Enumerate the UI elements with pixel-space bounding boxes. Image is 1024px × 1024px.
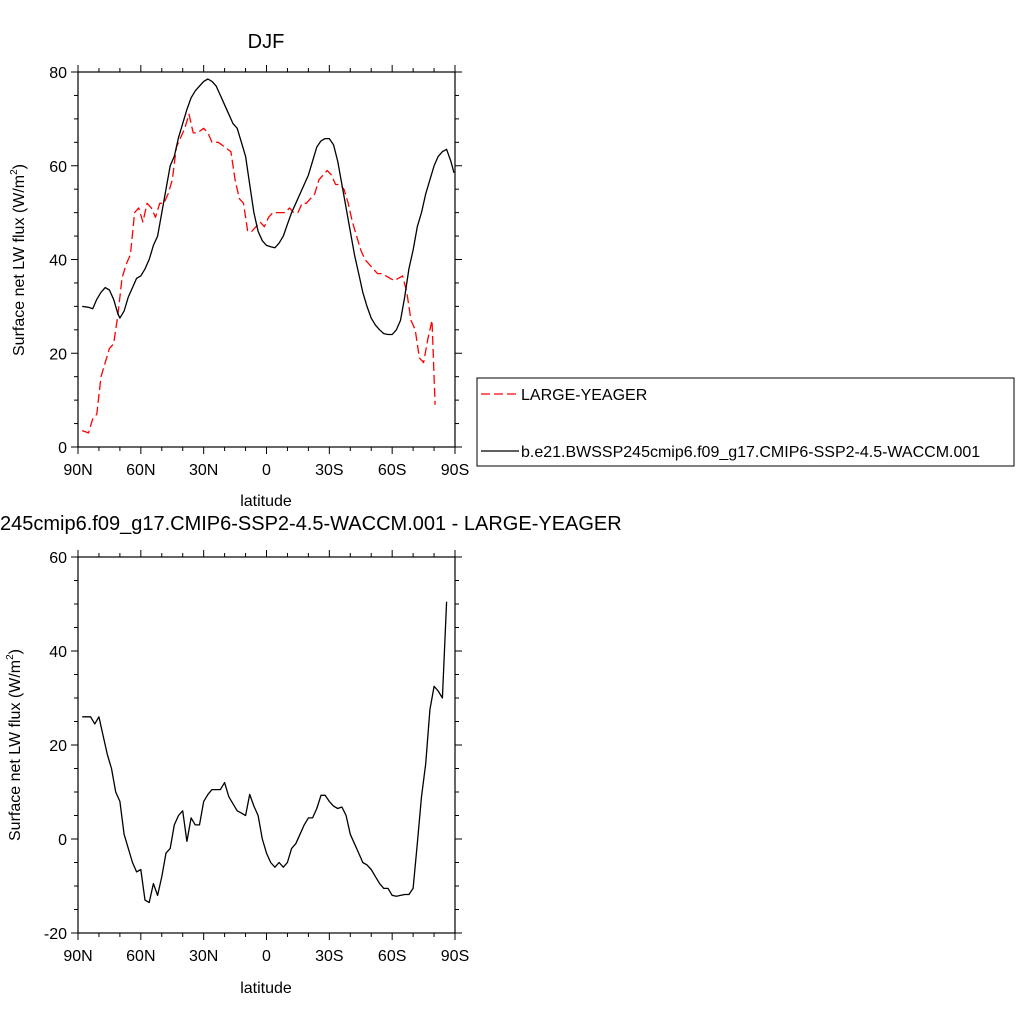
top-x-ticks: 90N 60N 30N 0 30S 60S 90S [63, 65, 469, 479]
top-series-lines [81, 78, 455, 434]
top-x-axis-label: latitude [240, 493, 292, 510]
top-y-tick-label: 80 [49, 65, 67, 82]
bottom-x-tick-label: 90S [441, 948, 469, 965]
bottom-y-tick-label: 60 [49, 550, 67, 567]
top-y-tick-label: 60 [49, 159, 67, 176]
bottom-x-tick-label: 0 [262, 948, 271, 965]
bottom-chart-panel: 245cmip6.f09_g17.CMIP6-SSP2-4.5-WACCM.00… [0, 513, 622, 997]
top-chart-panel: DJF 0 20 40 60 80 90N 60N 30N 0 30S 60S 90S latitu… [9, 31, 469, 510]
top-y-tick-label: 40 [49, 253, 67, 270]
bottom-x-tick-label: 30S [315, 948, 343, 965]
legend: LARGE-YEAGER b.e21.BWSSP245cmip6.f09_g17… [476, 377, 1015, 467]
bottom-chart-title: 245cmip6.f09_g17.CMIP6-SSP2-4.5-WACCM.00… [0, 513, 622, 535]
top-x-tick-label: 30S [315, 462, 343, 479]
bottom-series-lines [82, 601, 448, 904]
bottom-y-tick-label: -20 [44, 926, 67, 943]
top-x-tick-label: 90S [441, 462, 469, 479]
bottom-series-line-0 [82, 601, 448, 904]
top-series-line-1 [82, 78, 455, 336]
bottom-y-tick-label: 40 [49, 644, 67, 661]
bottom-x-ticks: 90N 60N 30N 0 30S 60S 90S [63, 550, 469, 965]
bottom-y-tick-label: 0 [58, 832, 67, 849]
legend-box [476, 377, 1015, 467]
bottom-y-axis-label: Surface net LW flux (W/m2) [5, 649, 24, 841]
legend-label-waccm: b.e21.BWSSP245cmip6.f09_g17.CMIP6-SSP2-4… [521, 444, 980, 461]
top-x-tick-label: 90N [63, 462, 92, 479]
top-chart-title: DJF [248, 31, 285, 53]
legend-label-large-yeager: LARGE-YEAGER [521, 387, 647, 404]
top-y-tick-label: 0 [58, 440, 67, 457]
bottom-x-tick-label: 30N [189, 948, 218, 965]
top-x-tick-label: 30N [189, 462, 218, 479]
top-x-tick-label: 60N [126, 462, 155, 479]
top-y-tick-label: 20 [49, 346, 67, 363]
top-x-tick-label: 0 [262, 462, 271, 479]
bottom-x-tick-label: 60N [126, 948, 155, 965]
top-y-ticks: 0 20 40 60 80 [49, 65, 462, 457]
top-x-tick-label: 60S [378, 462, 406, 479]
bottom-y-tick-label: 20 [49, 738, 67, 755]
bottom-x-axis-label: latitude [240, 980, 292, 997]
top-y-axis-label: Surface net LW flux (W/m2) [9, 164, 28, 356]
bottom-x-tick-label: 60S [378, 948, 406, 965]
bottom-y-ticks: -20 0 20 40 60 [44, 550, 462, 943]
bottom-x-tick-label: 90N [63, 948, 92, 965]
top-series-line-0 [81, 113, 436, 434]
